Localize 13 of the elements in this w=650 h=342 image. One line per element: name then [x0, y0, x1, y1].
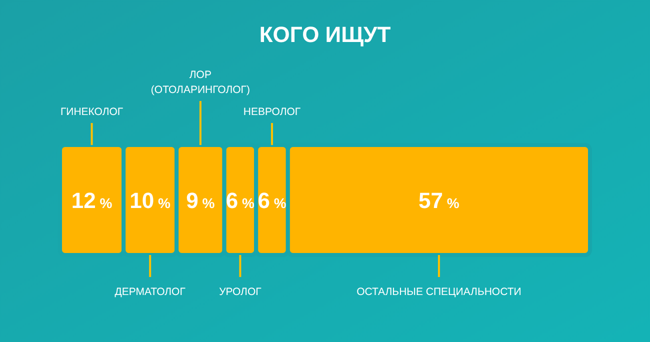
data-label: 10 %: [130, 188, 172, 213]
text: НЕВРОЛОГ: [243, 106, 301, 118]
text: ЛОР (ОТОЛАРИНГОЛОГ): [150, 69, 250, 96]
text: УРОЛОГ: [219, 286, 262, 298]
data-label: 6 %: [258, 188, 287, 213]
text: ГИНЕКОЛОГ: [60, 106, 124, 118]
chart-title: КОГО ИЩУТ: [259, 22, 392, 47]
data-label: 12 %: [71, 188, 113, 213]
text: ДЕРМАТОЛОГ: [114, 286, 186, 298]
data-label: 6 %: [226, 188, 256, 213]
text: ОСТАЛЬНЫЕ СПЕЦИАЛЬНОСТИ: [356, 286, 522, 298]
data-label: 9 %: [186, 188, 216, 213]
data-label: 57 %: [418, 188, 460, 213]
